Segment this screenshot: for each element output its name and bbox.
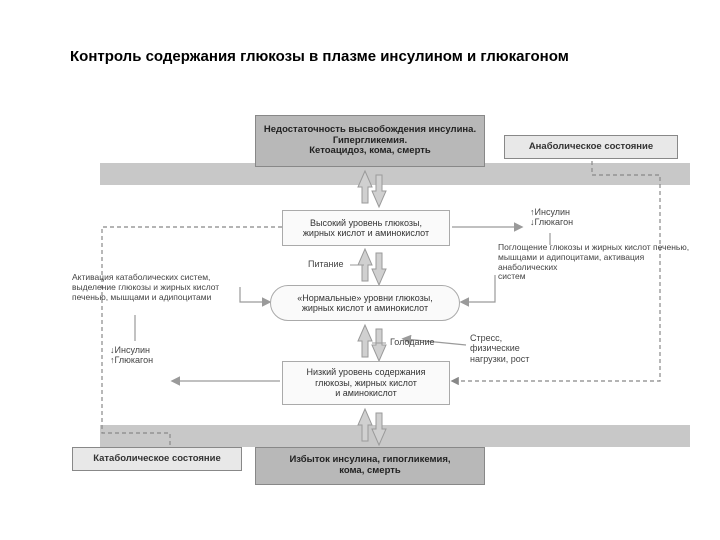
- label-fasting: Голодание: [390, 337, 435, 347]
- band-bottom: [100, 425, 690, 447]
- box-low-glucose: Низкий уровень содержания глюкозы, жирны…: [282, 361, 450, 405]
- page-title: Контроль содержания глюкозы в плазме инс…: [70, 48, 569, 65]
- label-stress: Стресс, физические нагрузки, рост: [470, 333, 529, 364]
- box-insulin-excess: Избыток инсулина, гипогликемия, кома, см…: [255, 447, 485, 485]
- label-anabolic-hormones: ↑Инсулин ↓Глюкагон: [530, 207, 573, 228]
- label-feeding: Питание: [308, 259, 344, 269]
- box-catabolic-state: Катаболическое состояние: [72, 447, 242, 471]
- box-high-glucose: Высокий уровень глюкозы, жирных кислот и…: [282, 210, 450, 246]
- label-catabolic-hormones: ↓Инсулин ↑Глюкагон: [110, 345, 153, 366]
- label-catabolic-desc: Активация катаболических систем, выделен…: [72, 273, 219, 302]
- box-insulin-deficiency: Недостаточность высвобождения инсулина. …: [255, 115, 485, 167]
- label-anabolic-desc: Поглощение глюкозы и жирных кислот печен…: [498, 243, 690, 282]
- diagram-container: Недостаточность высвобождения инсулина. …: [100, 115, 690, 505]
- box-anabolic-state: Анаболическое состояние: [504, 135, 678, 159]
- box-normal-glucose: «Нормальные» уровни глюкозы, жирных кисл…: [270, 285, 460, 321]
